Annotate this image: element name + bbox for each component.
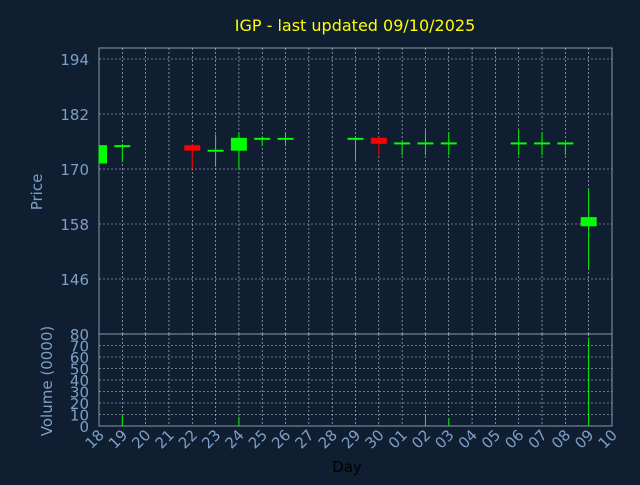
x-tick-label: 23 [198,426,224,452]
x-tick-label: 05 [478,426,504,452]
candle-body [557,142,574,145]
candle-body [417,142,434,145]
x-tick-label: 27 [291,426,317,452]
x-tick-label: 30 [361,426,387,452]
x-tick-label: 09 [571,426,597,452]
x-tick-label: 24 [222,426,248,452]
candle-body [510,142,527,145]
volume-tick-label: 50 [70,361,89,379]
x-tick-label: 26 [268,426,294,452]
volume-tick-label: 60 [70,349,89,367]
price-tick-label: 194 [60,51,89,69]
x-tick-label: 29 [338,426,364,452]
candle-body [347,137,364,140]
candle-body [207,149,224,152]
price-tick-label: 182 [60,106,89,124]
volume-tick-label: 70 [70,338,89,356]
volume-tick-label: 10 [70,407,89,425]
x-tick-label: 22 [175,426,201,452]
volume-tick-label: 40 [70,372,89,390]
price-tick-label: 146 [60,271,89,289]
x-tick-label: 06 [501,426,527,452]
x-tick-label: 03 [431,426,457,452]
volume-tick-label: 20 [70,395,89,413]
price-tick-label: 158 [60,216,89,234]
price-tick-label: 170 [60,161,89,179]
x-tick-label: 25 [245,426,271,452]
x-tick-label: 28 [315,426,341,452]
x-tick-label: 01 [385,426,411,452]
candle-body [440,142,457,145]
volume-tick-label: 30 [70,384,89,402]
x-axis-label: Day [332,458,362,476]
x-tick-label: 10 [595,426,621,452]
candle-body [230,137,247,151]
x-tick-label: 07 [525,426,551,452]
candle-body [394,142,411,145]
candle-body [99,145,107,164]
price-panel-frame [98,47,613,335]
x-tick-label: 02 [408,426,434,452]
x-tick-label: 19 [105,426,131,452]
x-tick-label: 20 [128,426,154,452]
x-tick-label: 21 [152,426,178,452]
candle-body [534,142,551,145]
x-tick-label: 08 [548,426,574,452]
volume-tick-label: 0 [79,418,89,436]
candle-body [184,145,201,151]
candle-body [370,137,387,144]
price-axis-label: Price [28,174,46,211]
candle-body [277,137,294,140]
x-tick-label: 04 [455,426,481,452]
chart-title: IGP - last updated 09/10/2025 [235,16,476,35]
candle-body [254,137,271,140]
candle-body [580,217,597,227]
volume-axis-label: Volume (0000) [38,326,56,436]
candle-body [114,145,131,148]
volume-tick-label: 80 [70,326,89,344]
